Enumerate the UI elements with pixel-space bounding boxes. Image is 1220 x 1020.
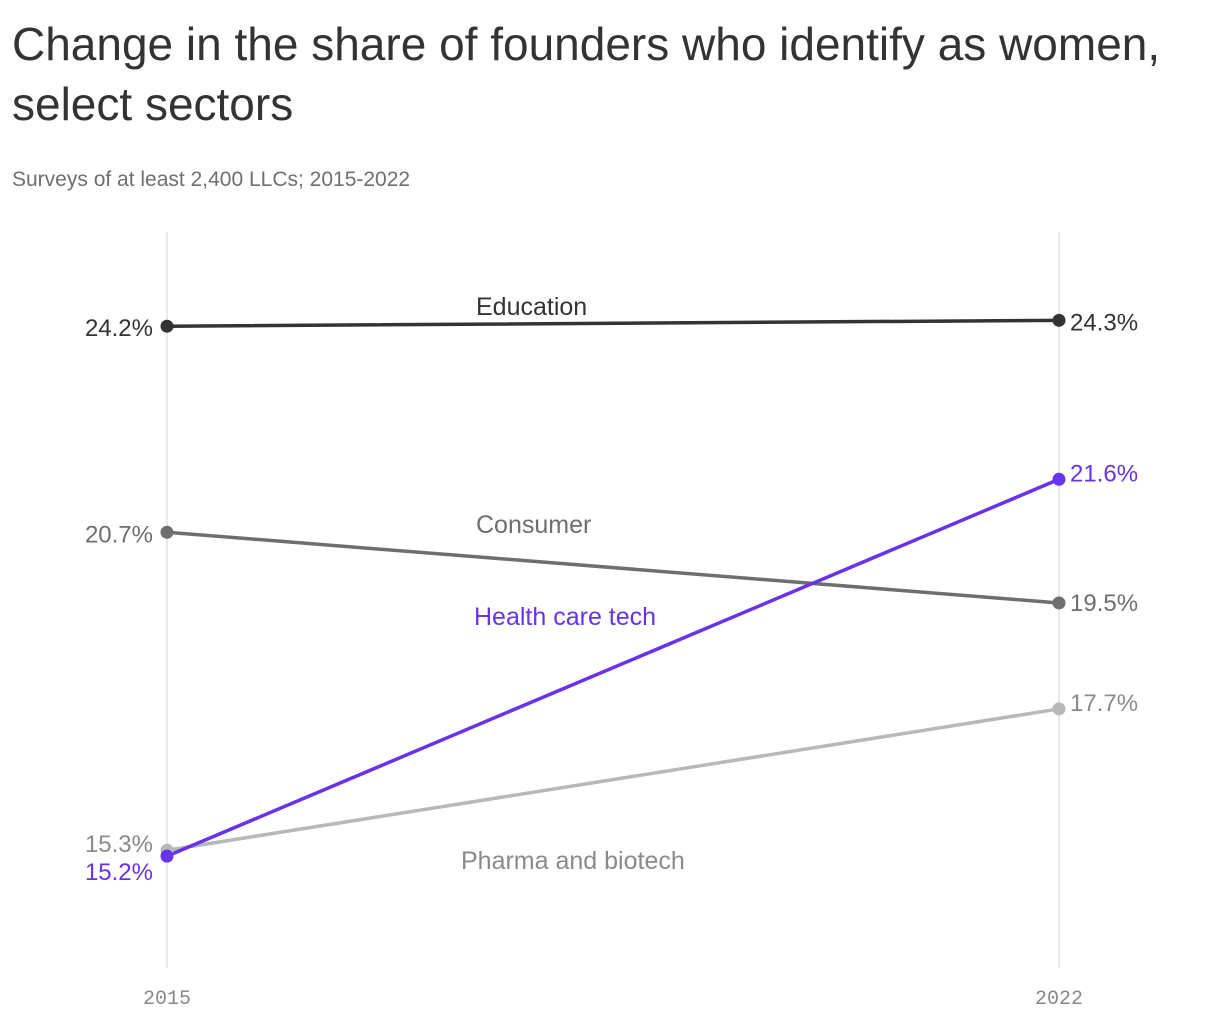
labels: 24.2% 24.3% Education 20.7% 19.5% Consumer 15.… — [85, 293, 1138, 886]
series-points — [160, 313, 1066, 863]
x-axis-ticks: 2015 2022 — [143, 988, 1083, 1011]
value-label-health-care-tech-2022: 21.6% — [1070, 460, 1138, 487]
series-line-consumer — [165, 530, 1061, 605]
series-label-consumer: Consumer — [476, 511, 591, 539]
point-health-care-tech-2022 — [1052, 472, 1066, 486]
point-consumer-2015 — [160, 525, 174, 539]
value-label-health-care-tech-2015: 15.2% — [85, 859, 153, 886]
x-tick-label-2015: 2015 — [143, 988, 191, 1011]
point-education-2015 — [160, 319, 174, 333]
series-label-education: Education — [476, 293, 587, 321]
value-label-pharma-and-biotech-2015: 15.3% — [85, 831, 153, 858]
x-tick-label-2022: 2022 — [1035, 988, 1083, 1011]
series-lines — [165, 318, 1061, 858]
value-label-education-2015: 24.2% — [85, 315, 153, 342]
point-pharma-and-biotech-2022 — [1052, 702, 1066, 716]
chart-title: Change in the share of founders who iden… — [12, 18, 1161, 130]
value-label-education-2022: 24.3% — [1070, 309, 1138, 336]
point-consumer-2022 — [1052, 596, 1066, 610]
point-health-care-tech-2015 — [160, 849, 174, 863]
series-label-health-care-tech: Health care tech — [474, 603, 656, 631]
series-label-pharma-and-biotech: Pharma and biotech — [461, 847, 685, 875]
point-education-2022 — [1052, 313, 1066, 327]
value-label-pharma-and-biotech-2022: 17.7% — [1070, 690, 1138, 717]
value-label-consumer-2015: 20.7% — [85, 521, 153, 548]
series-line-pharma-and-biotech — [165, 707, 1061, 852]
series-line-education — [165, 318, 1061, 328]
chart-subtitle: Surveys of at least 2,400 LLCs; 2015-202… — [12, 168, 411, 191]
series-line-health-care-tech — [165, 477, 1061, 858]
value-label-consumer-2022: 19.5% — [1070, 590, 1138, 617]
